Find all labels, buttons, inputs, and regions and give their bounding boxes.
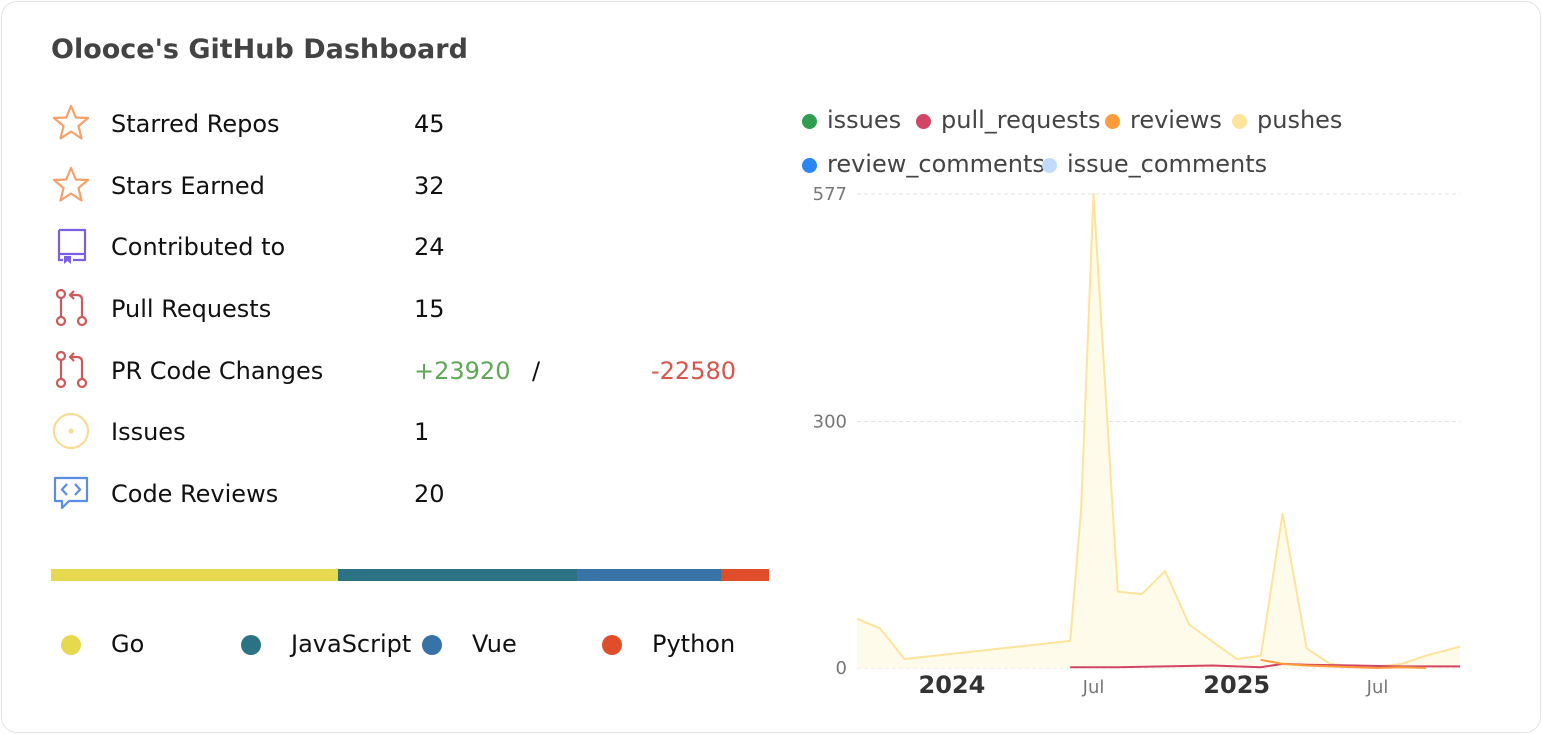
stat-pr-code-changes: PR Code Changes +23920 / -22580: [51, 350, 751, 390]
stat-label: Contributed to: [111, 233, 286, 261]
language-dot: [61, 635, 81, 655]
star-icon: [52, 166, 90, 202]
pull-request-icon: [55, 350, 88, 389]
stat-label: Code Reviews: [111, 480, 279, 508]
legend-label: issues: [827, 106, 902, 134]
additions-value: +23920: [414, 357, 511, 385]
dashboard-title: Olooce's GitHub Dashboard: [51, 34, 468, 65]
series-line-pull_requests: [1070, 662, 1460, 669]
series-line-reviews: [1260, 658, 1426, 669]
pull-request-icon: [55, 288, 88, 327]
x-tick-label: Jul: [1082, 677, 1105, 698]
x-tick-label: 2025: [1203, 671, 1270, 699]
code-review-icon: [53, 476, 89, 510]
language-name: Go: [111, 630, 145, 658]
stat-value: 15: [414, 295, 445, 323]
stat-pull-requests: Pull Requests 15: [51, 288, 751, 328]
legend-dot: [802, 114, 817, 129]
stat-value: 32: [414, 172, 445, 200]
language-bar-segment: [51, 569, 339, 581]
stat-contributed-to: Contributed to 24: [51, 226, 751, 266]
stat-label: Stars Earned: [111, 172, 265, 200]
activity-chart: 577 300 0 2024 Jul 2025 Jul: [813, 184, 1461, 699]
language-bar-segment: [338, 569, 578, 581]
deletions-value: -22580: [651, 357, 737, 385]
legend-dot: [1042, 158, 1057, 173]
y-tick-label: 300: [813, 412, 847, 433]
stat-label: Issues: [111, 418, 186, 446]
stat-label: PR Code Changes: [111, 357, 324, 385]
language-name: Python: [652, 630, 736, 658]
legend-dot: [802, 158, 817, 173]
stat-value: 20: [414, 480, 445, 508]
y-tick-label: 577: [813, 184, 847, 205]
legend-label: issue_comments: [1067, 150, 1268, 178]
language-dot: [602, 635, 622, 655]
separator: /: [532, 357, 541, 385]
legend-label: review_comments: [827, 150, 1045, 178]
series-area-pushes: [857, 194, 1460, 668]
legend-label: reviews: [1130, 106, 1222, 134]
x-tick-label: 2024: [919, 671, 986, 699]
legend-dot: [916, 114, 931, 129]
stat-stars-earned: Stars Earned 32: [51, 165, 751, 205]
language-dot: [422, 635, 442, 655]
language-bar-segment: [577, 569, 721, 581]
repo-icon: [57, 228, 87, 264]
language-name: JavaScript: [291, 630, 412, 658]
language-bar-segment: [720, 569, 769, 581]
stat-starred-repos: Starred Repos 45: [51, 103, 751, 143]
stat-issues: Issues 1: [51, 411, 751, 451]
language-name: Vue: [472, 630, 517, 658]
stat-value: 1: [414, 418, 430, 446]
language-bar: [51, 569, 769, 581]
legend-dot: [1105, 114, 1120, 129]
stat-label: Pull Requests: [111, 295, 272, 323]
y-tick-label: 0: [836, 658, 847, 679]
stat-label: Starred Repos: [111, 110, 280, 138]
issue-icon: [52, 412, 90, 450]
stat-value: 45: [414, 110, 445, 138]
stat-code-reviews: Code Reviews 20: [51, 473, 751, 513]
legend-dot: [1232, 114, 1247, 129]
legend-label: pull_requests: [941, 106, 1101, 134]
star-icon: [52, 104, 90, 140]
legend-label: pushes: [1257, 106, 1343, 134]
stat-value: 24: [414, 233, 445, 261]
x-tick-label: Jul: [1366, 677, 1389, 698]
language-dot: [241, 635, 261, 655]
